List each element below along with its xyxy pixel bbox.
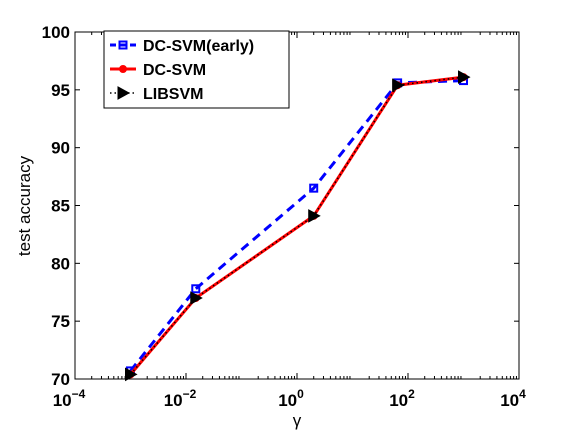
y-tick-label: 95: [51, 81, 70, 100]
legend-label: DC-SVM: [143, 62, 206, 79]
series-line: [129, 79, 464, 372]
legend-marker: [117, 86, 131, 100]
series-layer: [125, 70, 471, 382]
legend-label: LIBSVM: [143, 86, 203, 103]
data-point: [458, 70, 471, 84]
x-tick-label: 102: [389, 387, 415, 410]
series-libsvm: [125, 70, 471, 382]
x-tick-label: 100: [278, 387, 304, 410]
x-axis-label: γ: [293, 411, 302, 430]
legend-label: DC-SVM(early): [143, 38, 254, 55]
legend: DC-SVM(early) DC-SVM LIBSVM: [103, 30, 290, 109]
y-tick-label: 70: [51, 370, 70, 389]
y-tick-label: 80: [51, 254, 70, 273]
x-tick-label: 104: [500, 387, 526, 410]
legend-marker: [118, 40, 128, 50]
y-tick-label: 100: [42, 23, 70, 42]
data-point: [125, 367, 138, 382]
data-point: [191, 284, 201, 294]
y-tick-label: 90: [51, 139, 70, 158]
x-axis: 10−4 10−2 100 102 104: [53, 32, 526, 410]
legend-items: DC-SVM(early) DC-SVM LIBSVM: [110, 38, 254, 103]
legend-marker: [119, 65, 127, 73]
x-tick-label: 10−4: [53, 387, 86, 410]
y-tick-label: 75: [51, 312, 70, 331]
y-axis: 70 75 80 85 90 95 100: [42, 23, 519, 389]
x-tick-label: 10−2: [164, 387, 197, 410]
data-point: [309, 183, 319, 193]
y-axis-label: test accuracy: [15, 155, 34, 256]
y-tick-label: 85: [51, 197, 70, 216]
data-point: [392, 78, 405, 93]
data-point: [190, 291, 203, 305]
data-point: [308, 209, 321, 223]
